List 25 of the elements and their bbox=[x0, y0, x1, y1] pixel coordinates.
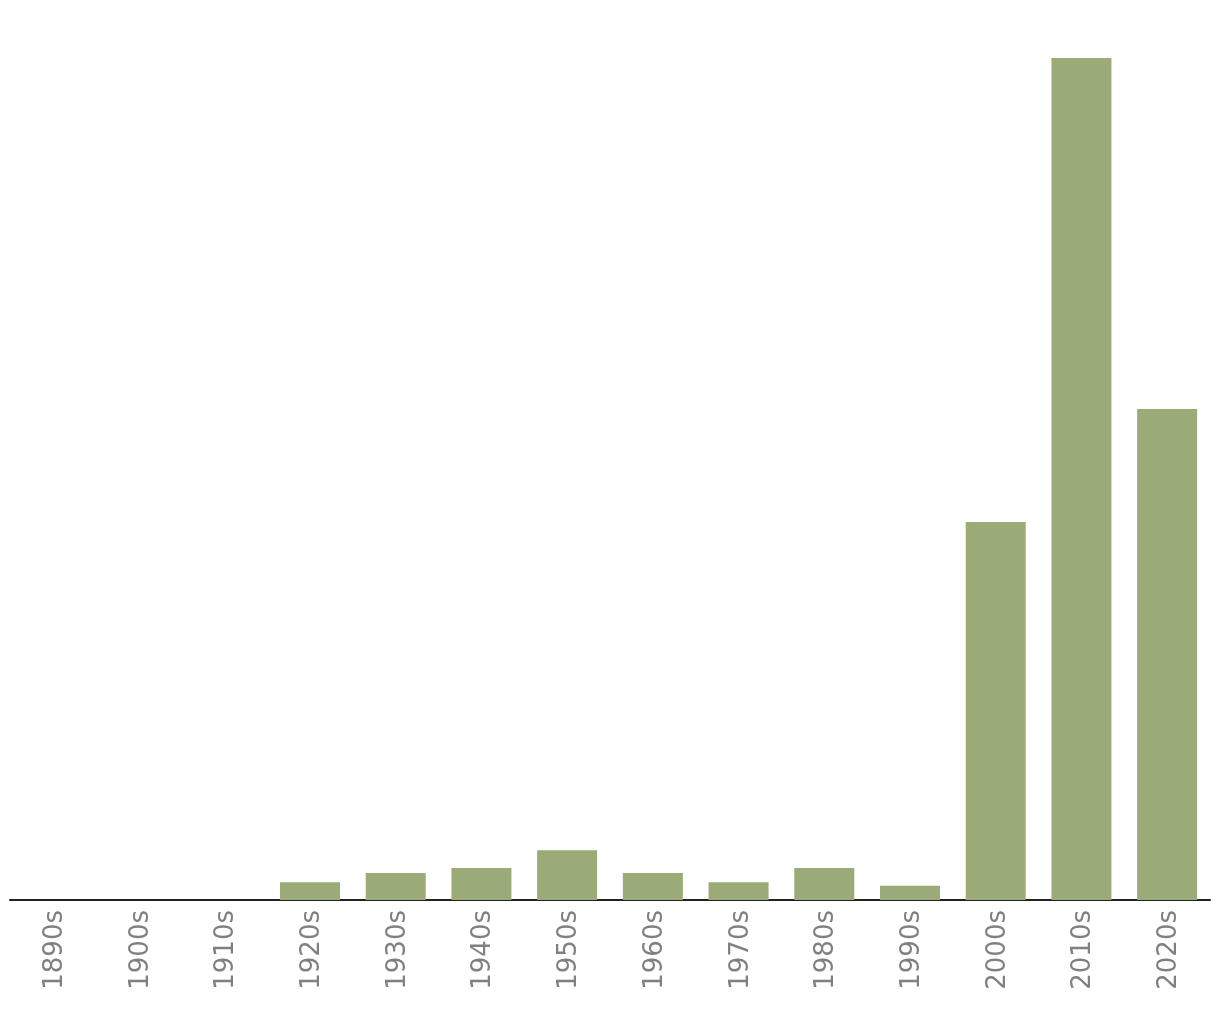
bar bbox=[1137, 409, 1198, 900]
x-tick-label: 1890s bbox=[37, 910, 68, 990]
x-tick-label: 1960s bbox=[637, 910, 668, 990]
x-tick-label: 2010s bbox=[1066, 910, 1097, 990]
x-tick-label: 1940s bbox=[466, 910, 497, 990]
bar bbox=[537, 850, 598, 900]
x-tick-label: 1900s bbox=[123, 910, 154, 990]
x-tick-label: 1980s bbox=[809, 910, 840, 990]
bar bbox=[1051, 58, 1112, 900]
x-tick-label: 2000s bbox=[980, 910, 1011, 990]
x-tick-label: 1930s bbox=[380, 910, 411, 990]
bar bbox=[880, 885, 940, 900]
x-tick-label: 1970s bbox=[723, 910, 754, 990]
x-tick-label: 2020s bbox=[1152, 910, 1183, 990]
bar bbox=[708, 882, 769, 900]
bar bbox=[451, 868, 512, 900]
bar bbox=[365, 873, 426, 900]
bar bbox=[794, 868, 855, 900]
bar bbox=[622, 873, 683, 900]
x-tick-label: 1920s bbox=[295, 910, 325, 990]
x-tick-label: 1990s bbox=[895, 910, 925, 990]
x-tick-label: 1910s bbox=[209, 910, 240, 990]
x-tick-label: 1950s bbox=[552, 910, 583, 990]
bar bbox=[965, 521, 1026, 900]
bar bbox=[280, 882, 340, 900]
